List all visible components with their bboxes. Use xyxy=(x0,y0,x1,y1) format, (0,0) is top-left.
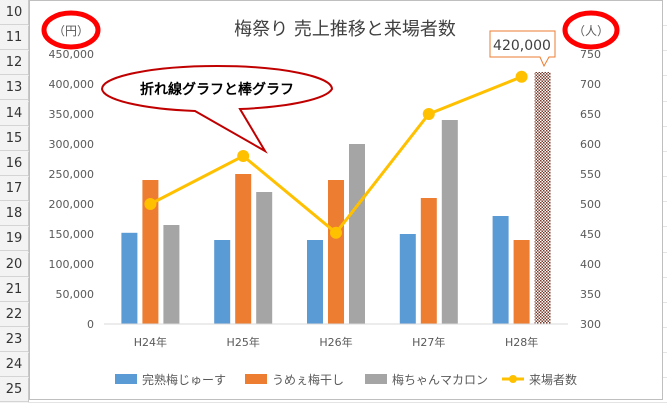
bar xyxy=(163,225,180,324)
chart-legend: 完熟梅じゅーす うめぇ梅干し 梅ちゃんマカロン 来場者数 xyxy=(115,372,577,387)
left-tick-label: 50,000 xyxy=(56,288,95,301)
right-tick-label: 450 xyxy=(580,228,601,241)
bar xyxy=(142,180,159,324)
x-tick-label: H26年 xyxy=(319,335,352,349)
bar xyxy=(492,216,509,324)
bar xyxy=(399,234,416,324)
speech-bubble-shape xyxy=(100,65,334,154)
row-number[interactable]: 11 xyxy=(0,25,28,51)
speech-bubble-text: 折れ線グラフと棒グラフ xyxy=(140,81,294,98)
right-axis-unit: （人） xyxy=(562,10,620,50)
left-tick-label: 250,000 xyxy=(49,168,95,181)
row-number[interactable]: 22 xyxy=(0,302,28,327)
row-number[interactable]: 12 xyxy=(0,50,28,76)
chart-area[interactable]: 梅祭り 売上推移と来場者数 （円） （人） 0 50,000 100,000 150,… xyxy=(29,0,663,400)
legend-label: 来場者数 xyxy=(529,372,577,387)
legend-label: 梅ちゃんマカロン xyxy=(392,372,488,387)
left-axis-unit: （円） xyxy=(41,10,101,50)
bar xyxy=(349,144,365,324)
bar xyxy=(214,240,231,324)
bar xyxy=(121,232,138,324)
left-tick-label: 450,000 xyxy=(49,48,95,61)
value-callout-text: 420,000 xyxy=(493,38,551,54)
right-unit-highlight-circle xyxy=(562,10,620,50)
line-series xyxy=(144,70,528,239)
line-point xyxy=(330,226,342,239)
speech-bubble: 折れ線グラフと棒グラフ xyxy=(100,65,334,154)
right-tick-label: 700 xyxy=(580,78,601,91)
line-point xyxy=(144,198,157,210)
value-callout: 420,000 xyxy=(489,30,556,68)
legend-label: 完熟梅じゅーす xyxy=(142,372,226,387)
x-tick-label: H27年 xyxy=(412,335,445,349)
right-tick-label: 650 xyxy=(580,108,601,121)
row-number[interactable]: 19 xyxy=(0,226,28,252)
right-axis-ticks: 300 350 400 450 500 550 600 650 700 750 xyxy=(580,48,601,331)
right-tick-label: 550 xyxy=(580,168,601,181)
right-tick-label: 750 xyxy=(580,48,601,61)
right-tick-label: 300 xyxy=(580,318,601,331)
x-tick-label: H25年 xyxy=(227,335,260,349)
bar-highlighted xyxy=(534,72,551,324)
row-header-column: 10 11 12 13 14 15 16 17 18 19 20 21 22 23 24 25 xyxy=(0,0,29,403)
row-number[interactable]: 25 xyxy=(0,377,28,403)
legend-label: うめぇ梅干し xyxy=(272,372,344,387)
x-tick-label: H24年 xyxy=(134,335,167,349)
line-point xyxy=(515,70,528,83)
left-axis-ticks: 0 50,000 100,000 150,000 200,000 250,000 300,0… xyxy=(49,48,95,331)
row-number[interactable]: 10 xyxy=(0,0,28,25)
row-number[interactable]: 16 xyxy=(0,151,28,176)
left-tick-label: 0 xyxy=(87,318,94,331)
legend-swatch xyxy=(115,374,137,384)
left-unit-highlight-circle xyxy=(41,10,101,50)
combo-chart: 梅祭り 売上推移と来場者数 （円） （人） 0 50,000 100,000 150,… xyxy=(41,10,620,387)
left-tick-label: 150,000 xyxy=(49,228,95,241)
bar xyxy=(420,198,437,324)
chart-title: 梅祭り 売上推移と来場者数 xyxy=(234,19,456,40)
left-tick-label: 400,000 xyxy=(49,78,95,91)
right-axis-unit-label: （人） xyxy=(573,24,609,38)
right-tick-label: 600 xyxy=(580,138,601,151)
bar xyxy=(513,240,530,324)
bar xyxy=(256,192,273,324)
row-number[interactable]: 18 xyxy=(0,201,28,227)
row-number[interactable]: 14 xyxy=(0,101,28,126)
line-point xyxy=(422,108,435,120)
legend-swatch-marker xyxy=(509,375,517,383)
bar xyxy=(441,120,458,324)
bar xyxy=(307,240,323,324)
row-number[interactable]: 13 xyxy=(0,75,28,101)
row-number[interactable]: 20 xyxy=(0,252,28,277)
value-callout-box xyxy=(489,30,556,68)
row-number[interactable]: 15 xyxy=(0,126,28,151)
line-point xyxy=(237,150,250,162)
bar-series xyxy=(121,72,551,324)
left-tick-label: 200,000 xyxy=(49,198,95,211)
row-number[interactable]: 17 xyxy=(0,176,28,202)
x-tick-label: H28年 xyxy=(505,335,538,349)
right-tick-label: 500 xyxy=(580,198,601,211)
row-number[interactable]: 23 xyxy=(0,327,28,352)
left-tick-label: 100,000 xyxy=(49,258,95,271)
row-number[interactable]: 21 xyxy=(0,277,28,302)
right-tick-label: 350 xyxy=(580,288,601,301)
x-axis-ticks: H24年 H25年 H26年 H27年 H28年 xyxy=(134,335,538,349)
row-number[interactable]: 24 xyxy=(0,352,28,378)
bar xyxy=(235,174,252,324)
legend-swatch xyxy=(365,374,387,384)
left-tick-label: 300,000 xyxy=(49,138,95,151)
bar xyxy=(328,180,344,324)
left-tick-label: 350,000 xyxy=(49,108,95,121)
legend-swatch xyxy=(245,374,267,384)
left-axis-unit-label: （円） xyxy=(53,24,89,38)
right-tick-label: 400 xyxy=(580,258,601,271)
